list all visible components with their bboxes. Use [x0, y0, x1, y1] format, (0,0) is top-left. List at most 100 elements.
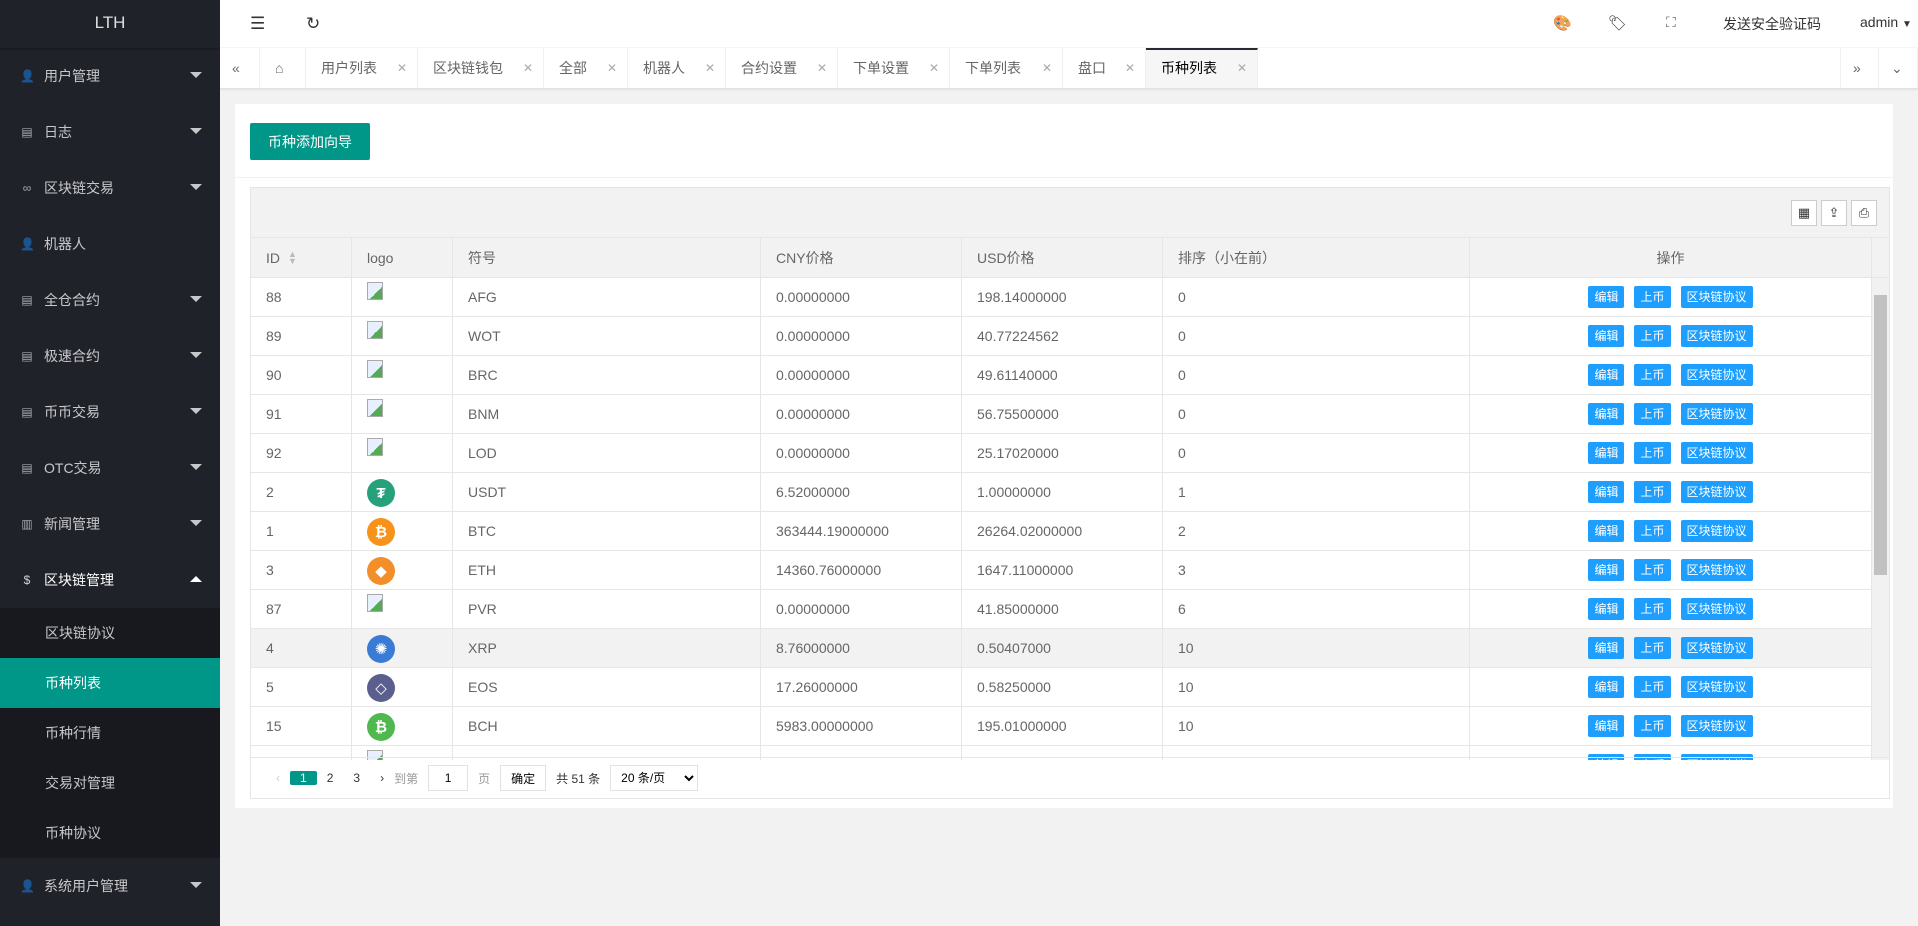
next-page-icon[interactable]: ›: [380, 771, 385, 785]
user-menu[interactable]: admin ▼: [1860, 14, 1912, 30]
home-tab-icon[interactable]: ⌂: [260, 48, 306, 88]
chain-protocol-button[interactable]: 区块链协议: [1680, 403, 1753, 425]
page-button[interactable]: 1: [290, 771, 317, 785]
page-button[interactable]: 2: [326, 771, 334, 785]
sidebar-item[interactable]: ▤ 全仓合约: [0, 272, 220, 328]
sidebar-item[interactable]: 👤 用户管理: [0, 48, 220, 104]
table-row[interactable]: 5 ◇ EOS 17.26000000 0.58250000 10 编辑 上币 区块链协议: [251, 668, 1889, 707]
chain-protocol-button[interactable]: 区块链协议: [1680, 559, 1753, 581]
tab[interactable]: 币种列表 ✕: [1146, 48, 1258, 88]
prev-page-icon[interactable]: ‹: [276, 771, 280, 785]
menu-collapse-icon[interactable]: ☰: [250, 14, 266, 33]
close-icon[interactable]: ✕: [396, 61, 407, 75]
sort-icon[interactable]: ▲ ▼: [288, 248, 297, 266]
tab[interactable]: 机器人 ✕: [628, 48, 726, 88]
column-header[interactable]: ID ▲ ▼: [251, 238, 352, 277]
submenu-item[interactable]: 币种列表: [0, 658, 220, 708]
list-coin-button[interactable]: 上币: [1634, 442, 1671, 464]
tab[interactable]: 盘口 ✕: [1063, 48, 1146, 88]
sidebar-item[interactable]: ▥ 新闻管理: [0, 496, 220, 552]
chain-protocol-button[interactable]: 区块链协议: [1680, 286, 1753, 308]
tab[interactable]: 下单列表 ✕: [950, 48, 1063, 88]
edit-button[interactable]: 编辑: [1588, 520, 1625, 542]
edit-button[interactable]: 编辑: [1588, 403, 1625, 425]
chain-protocol-button[interactable]: 区块链协议: [1680, 676, 1753, 698]
submenu-item[interactable]: 币种行情: [45, 725, 101, 741]
edit-button[interactable]: 编辑: [1588, 637, 1625, 659]
chain-protocol-button[interactable]: 区块链协议: [1680, 637, 1753, 659]
edit-button[interactable]: 编辑: [1588, 325, 1625, 347]
close-icon[interactable]: ✕: [704, 61, 715, 75]
chain-protocol-button[interactable]: 区块链协议: [1680, 325, 1753, 347]
table-row[interactable]: 3 ◆ ETH 14360.76000000 1647.11000000 3 编辑 上币 区块链…: [251, 551, 1889, 590]
sidebar-item[interactable]: 👤 系统用户管理: [0, 858, 220, 914]
submenu-item[interactable]: 区块链协议: [45, 625, 115, 641]
close-icon[interactable]: ✕: [1124, 61, 1135, 75]
chain-protocol-button[interactable]: 区块链协议: [1680, 442, 1753, 464]
edit-button[interactable]: 编辑: [1588, 715, 1625, 737]
table-row[interactable]: 88 AFG 0.00000000 198.14000000 0 编辑 上币 区块链协议: [251, 278, 1889, 317]
table-row[interactable]: 91 BNM 0.00000000 56.75500000 0 编辑 上币 区块链协议: [251, 395, 1889, 434]
tab[interactable]: 下单设置 ✕: [838, 48, 950, 88]
tabs-scroll-left-icon[interactable]: «: [220, 48, 260, 88]
export-icon[interactable]: ⇪: [1821, 200, 1847, 226]
tab[interactable]: 合约设置 ✕: [726, 48, 838, 88]
edit-button[interactable]: 编辑: [1588, 442, 1625, 464]
tab[interactable]: 全部 ✕: [544, 48, 628, 88]
tabs-scroll-right-icon[interactable]: »: [1840, 48, 1879, 88]
chain-protocol-button[interactable]: 区块链协议: [1680, 520, 1753, 542]
chain-protocol-button[interactable]: 区块链协议: [1680, 364, 1753, 386]
list-coin-button[interactable]: 上币: [1634, 559, 1671, 581]
list-coin-button[interactable]: 上币: [1634, 676, 1671, 698]
table-row[interactable]: 89 WOT 0.00000000 40.77224562 0 编辑 上币 区块链协议: [251, 317, 1889, 356]
chain-protocol-button[interactable]: 区块链协议: [1680, 715, 1753, 737]
table-row[interactable]: 1 ₿ BTC 363444.19000000 26264.02000000 2 编辑 上币区…: [251, 512, 1889, 551]
close-icon[interactable]: ✕: [1236, 61, 1247, 75]
sidebar-item[interactable]: ▤ 极速合约: [0, 328, 220, 384]
edit-button[interactable]: 编辑: [1588, 598, 1625, 620]
submenu-item[interactable]: 币种协议: [45, 825, 101, 841]
edit-button[interactable]: 编辑: [1588, 286, 1625, 308]
send-code-link[interactable]: 发送安全验证码: [1723, 16, 1821, 32]
print-icon[interactable]: ⎙: [1851, 200, 1877, 226]
list-coin-button[interactable]: 上币: [1634, 364, 1671, 386]
close-icon[interactable]: ✕: [816, 61, 827, 75]
sidebar-item[interactable]: ▤ OTC交易: [0, 440, 220, 496]
edit-button[interactable]: 编辑: [1588, 481, 1625, 503]
close-icon[interactable]: ✕: [522, 61, 533, 75]
scrollbar-thumb[interactable]: [1874, 295, 1887, 575]
page-size-select[interactable]: 20 条/页: [610, 765, 699, 791]
list-coin-button[interactable]: 上币: [1634, 481, 1671, 503]
submenu-item[interactable]: 交易对管理: [45, 775, 115, 791]
list-coin-button[interactable]: 上币: [1634, 403, 1671, 425]
theme-palette-icon[interactable]: 🎨: [1553, 15, 1572, 32]
list-coin-button[interactable]: 上币: [1634, 520, 1671, 542]
tab[interactable]: 用户列表 ✕: [306, 48, 418, 88]
list-coin-button[interactable]: 上币: [1634, 715, 1671, 737]
sidebar-item[interactable]: 👤 机器人: [0, 216, 220, 272]
edit-button[interactable]: 编辑: [1588, 559, 1625, 581]
tabs-menu-chevron-down-icon[interactable]: ⌄: [1879, 48, 1918, 88]
table-row[interactable]: 87 PVR 0.00000000 41.85000000 6 编辑 上币 区块链协议: [251, 590, 1889, 629]
table-row[interactable]: 2 ₮ USDT 6.52000000 1.00000000 1 编辑 上币 区块链协议: [251, 473, 1889, 512]
edit-button[interactable]: 编辑: [1588, 364, 1625, 386]
list-coin-button[interactable]: 上币: [1634, 598, 1671, 620]
table-row[interactable]: 92 LOD 0.00000000 25.17020000 0 编辑 上币 区块链协议: [251, 434, 1889, 473]
list-coin-button[interactable]: 上币: [1634, 637, 1671, 659]
page-button[interactable]: 3: [353, 771, 361, 785]
edit-button[interactable]: 编辑: [1588, 676, 1625, 698]
close-icon[interactable]: ✕: [928, 61, 939, 75]
list-coin-button[interactable]: 上币: [1634, 325, 1671, 347]
table-row[interactable]: 90 BRC 0.00000000 49.61140000 0 编辑 上币 区块链协议: [251, 356, 1889, 395]
page-number-input[interactable]: [428, 765, 469, 791]
table-scrollbar[interactable]: [1872, 278, 1889, 760]
sidebar-item[interactable]: ∞ 区块链交易: [0, 160, 220, 216]
table-row[interactable]: 4 ✺ XRP 8.76000000 0.50407000 10 编辑 上币 区块链协议: [251, 629, 1889, 668]
refresh-icon[interactable]: ↻: [306, 14, 321, 33]
sidebar-item[interactable]: ▤ 币币交易: [0, 384, 220, 440]
goto-confirm-button[interactable]: 确定: [500, 765, 547, 791]
sidebar-item[interactable]: $ 区块链管理: [0, 552, 220, 608]
close-icon[interactable]: ✕: [1041, 61, 1052, 75]
add-coin-wizard-button[interactable]: 币种添加向导: [250, 123, 370, 160]
sidebar-item[interactable]: ▤ 日志: [0, 104, 220, 160]
